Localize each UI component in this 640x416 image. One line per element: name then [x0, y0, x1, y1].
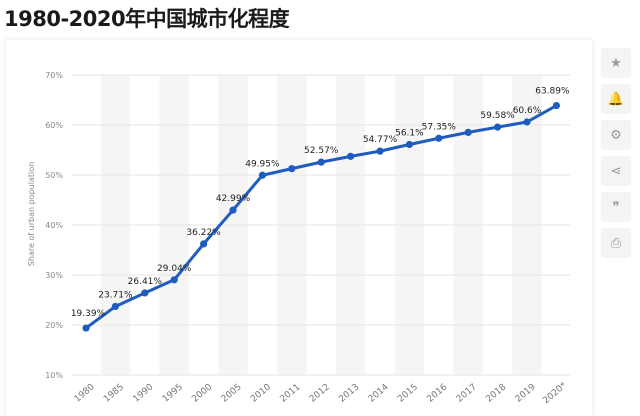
- data-point[interactable]: [523, 118, 531, 126]
- data-label: 60.6%: [513, 106, 542, 116]
- x-tick-label: 1990: [132, 382, 156, 405]
- share-icon[interactable]: ⋖: [601, 156, 631, 186]
- y-tick-label: 40%: [45, 221, 63, 230]
- x-tick-label: 2015: [396, 382, 420, 404]
- y-tick-label: 70%: [45, 71, 63, 80]
- x-tick-label: 2013: [337, 382, 361, 404]
- data-label: 29.04%: [157, 264, 192, 274]
- x-tick-label: 2011: [279, 382, 303, 404]
- data-point[interactable]: [82, 324, 90, 332]
- data-label: 26.41%: [128, 277, 163, 287]
- data-point[interactable]: [317, 158, 325, 166]
- x-tick-label: 2012: [308, 382, 332, 404]
- data-point[interactable]: [258, 171, 266, 179]
- data-point[interactable]: [435, 134, 443, 142]
- quote-icon[interactable]: ❞: [601, 192, 631, 222]
- x-tick-label: 2005: [220, 382, 244, 404]
- bell-icon[interactable]: 🔔: [601, 84, 631, 114]
- star-icon[interactable]: ★: [601, 48, 631, 78]
- urbanization-line-chart: 10%20%30%40%50%60%70% 1980 1985 1990 1995 20…: [27, 71, 571, 407]
- data-point[interactable]: [141, 289, 149, 297]
- x-tick-label: 2017: [455, 382, 479, 404]
- page-title: 1980-2020年中国城市化程度: [4, 7, 290, 31]
- gear-icon[interactable]: ⚙: [601, 120, 631, 150]
- x-tick-label: 2016: [426, 382, 450, 405]
- data-point[interactable]: [170, 276, 178, 284]
- print-icon[interactable]: ⎙: [601, 228, 631, 258]
- x-tick-label: 2010: [249, 382, 273, 405]
- data-label: 54.77%: [363, 135, 398, 145]
- x-tick-label: 1980: [73, 382, 97, 405]
- data-label: 42.99%: [216, 194, 251, 204]
- x-tick-label: 2014: [367, 382, 391, 405]
- data-label: 56.1%: [395, 129, 424, 139]
- data-label: 57.35%: [422, 122, 457, 132]
- data-label: 49.95%: [245, 159, 280, 169]
- data-point[interactable]: [200, 240, 208, 248]
- data-label: 59.58%: [480, 111, 515, 121]
- data-point[interactable]: [111, 302, 119, 311]
- x-tick-label: 1995: [161, 382, 185, 404]
- data-label: 19.39%: [71, 309, 106, 319]
- data-label: 23.71%: [98, 290, 133, 300]
- x-tick-label: 2000: [190, 382, 214, 405]
- chart-card: 10% 20% 30% 40% 50% 60% 70% 1980 1985 1990 1995 20…: [6, 40, 592, 416]
- y-tick-label: 20%: [45, 321, 63, 330]
- data-label: 63.89%: [535, 87, 570, 97]
- chart-toolbar: ★ 🔔 ⚙ ⋖ ❞ ⎙: [601, 48, 631, 264]
- data-label: 52.57%: [304, 146, 339, 156]
- series-line: [84, 104, 558, 330]
- data-point[interactable]: [288, 165, 296, 173]
- y-tick-label: 10%: [45, 371, 63, 380]
- x-tick-label: 2020*: [541, 381, 569, 407]
- y-tick-label: 50%: [45, 171, 63, 180]
- x-tick-label: 2018: [484, 382, 508, 405]
- x-tick-label: 2019: [514, 382, 538, 405]
- y-tick-label: 30%: [45, 271, 63, 280]
- x-tick-label: 1985: [102, 382, 126, 404]
- data-point[interactable]: [552, 101, 561, 110]
- data-point[interactable]: [229, 206, 237, 214]
- data-point[interactable]: [464, 128, 472, 136]
- data-point[interactable]: [494, 123, 502, 131]
- data-point[interactable]: [405, 140, 413, 149]
- y-axis-label: Share of urban population: [27, 162, 36, 266]
- data-point[interactable]: [347, 152, 355, 160]
- y-tick-label: 60%: [45, 121, 63, 130]
- data-point[interactable]: [376, 147, 384, 155]
- data-label: 36.22%: [186, 228, 221, 238]
